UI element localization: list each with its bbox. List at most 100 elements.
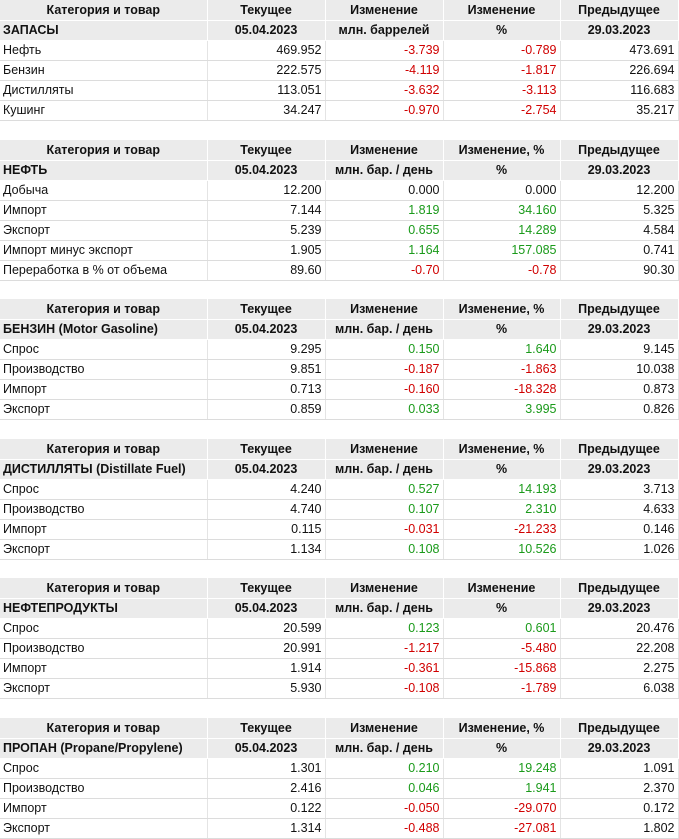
value-cell: 5.325 — [560, 200, 679, 221]
data-row: Импорт 0.115 -0.031 -21.233 0.146 — [0, 519, 679, 540]
value-cell: -0.108 — [325, 678, 444, 699]
value-cell: -29.070 — [443, 798, 561, 819]
value-cell: 7.144 — [207, 200, 326, 221]
value-cell: 0.108 — [325, 539, 444, 560]
section-header: 29.03.2023 — [560, 738, 679, 759]
section-header: % — [443, 459, 561, 480]
section-header: млн. баррелей — [325, 20, 444, 41]
section-header: ПРОПАН (Propane/Propylene) — [0, 738, 208, 759]
section-header: млн. бар. / день — [325, 459, 444, 480]
data-row: Спрос 9.295 0.150 1.640 9.145 — [0, 339, 679, 360]
value-cell: 34.160 — [443, 200, 561, 221]
value-cell: -1.817 — [443, 60, 561, 81]
value-cell: 10.038 — [560, 359, 679, 380]
data-row: Нефть 469.952 -3.739 -0.789 473.691 — [0, 40, 679, 61]
column-header: Изменение, % — [443, 439, 561, 460]
data-row: Импорт 0.122 -0.050 -29.070 0.172 — [0, 798, 679, 819]
value-cell: 0.826 — [560, 399, 679, 420]
row-label: Экспорт — [0, 399, 208, 420]
row-label: Импорт — [0, 658, 208, 679]
data-row: Добыча 12.200 0.000 0.000 12.200 — [0, 180, 679, 201]
value-cell: -1.217 — [325, 638, 444, 659]
column-header: Текущее — [207, 140, 326, 161]
row-label: Импорт — [0, 200, 208, 221]
data-row: Производство 4.740 0.107 2.310 4.633 — [0, 499, 679, 520]
value-cell: 0.000 — [443, 180, 561, 201]
value-cell: -4.119 — [325, 60, 444, 81]
data-table: Категория и товар Текущее Изменение Изменен… — [0, 0, 679, 121]
row-label: Спрос — [0, 618, 208, 639]
data-row: Производство 20.991 -1.217 -5.480 22.208 — [0, 638, 679, 659]
value-cell: 222.575 — [207, 60, 326, 81]
row-label: Импорт минус экспорт — [0, 240, 208, 261]
column-header: Категория и товар — [0, 439, 208, 460]
value-cell: 10.526 — [443, 539, 561, 560]
value-cell: -0.050 — [325, 798, 444, 819]
value-cell: 2.370 — [560, 778, 679, 799]
column-header: Текущее — [207, 718, 326, 739]
section-header: % — [443, 160, 561, 181]
value-cell: 0.146 — [560, 519, 679, 540]
data-row: Экспорт 5.930 -0.108 -1.789 6.038 — [0, 678, 679, 699]
value-cell: 0.859 — [207, 399, 326, 420]
section-header: % — [443, 20, 561, 41]
value-cell: 0.172 — [560, 798, 679, 819]
column-header: Изменение, % — [443, 299, 561, 320]
value-cell: 20.599 — [207, 618, 326, 639]
value-cell: 5.930 — [207, 678, 326, 699]
header-row: Категория и товар Текущее Изменение Изменен… — [0, 578, 679, 599]
header-row: НЕФТЬ 05.04.2023 млн. бар. / день% 29.03.20… — [0, 160, 679, 181]
data-row: Переработка в % от объема 89.60 -0.70 -0.78… — [0, 260, 679, 281]
column-header: Предыдущее — [560, 718, 679, 739]
section-header: ЗАПАСЫ — [0, 20, 208, 41]
value-cell: 9.295 — [207, 339, 326, 360]
value-cell: 0.122 — [207, 798, 326, 819]
value-cell: -0.789 — [443, 40, 561, 61]
value-cell: 9.851 — [207, 359, 326, 380]
row-label: Производство — [0, 778, 208, 799]
value-cell: 0.033 — [325, 399, 444, 420]
column-header: Предыдущее — [560, 439, 679, 460]
value-cell: 2.275 — [560, 658, 679, 679]
row-label: Добыча — [0, 180, 208, 201]
value-cell: 0.046 — [325, 778, 444, 799]
value-cell: 14.289 — [443, 220, 561, 241]
column-header: Текущее — [207, 299, 326, 320]
value-cell: 22.208 — [560, 638, 679, 659]
data-row: Спрос 4.240 0.527 14.193 3.713 — [0, 479, 679, 500]
value-cell: 0.601 — [443, 618, 561, 639]
column-header: Предыдущее — [560, 140, 679, 161]
column-header: Изменение — [325, 718, 444, 739]
section-header: НЕФТЕПРОДУКТЫ — [0, 598, 208, 619]
header-row: Категория и товар Текущее Изменение Изменен… — [0, 718, 679, 739]
value-cell: 2.310 — [443, 499, 561, 520]
value-cell: 3.713 — [560, 479, 679, 500]
section-header: ДИСТИЛЛЯТЫ (Distillate Fuel) — [0, 459, 208, 480]
value-cell: 90.30 — [560, 260, 679, 281]
header-row: БЕНЗИН (Motor Gasoline) 05.04.2023 млн. ба… — [0, 319, 679, 340]
value-cell: 5.239 — [207, 220, 326, 241]
value-cell: 0.527 — [325, 479, 444, 500]
data-row: Экспорт 1.134 0.108 10.526 1.026 — [0, 539, 679, 560]
value-cell: 0.107 — [325, 499, 444, 520]
value-cell: -21.233 — [443, 519, 561, 540]
data-table: Категория и товар Текущее Изменение Изменен… — [0, 578, 679, 699]
column-header: Изменение, % — [443, 718, 561, 739]
row-label: Экспорт — [0, 818, 208, 839]
data-row: Дистилляты 113.051 -3.632 -3.113 116.683 — [0, 80, 679, 101]
section-header: % — [443, 319, 561, 340]
value-cell: -0.031 — [325, 519, 444, 540]
data-row: Бензин 222.575 -4.119 -1.817 226.694 — [0, 60, 679, 81]
column-header: Предыдущее — [560, 578, 679, 599]
value-cell: 0.741 — [560, 240, 679, 261]
data-row: Спрос 1.301 0.210 19.248 1.091 — [0, 758, 679, 779]
column-header: Текущее — [207, 0, 326, 21]
value-cell: 0.873 — [560, 379, 679, 400]
column-header: Изменение — [443, 0, 561, 21]
value-cell: 1.914 — [207, 658, 326, 679]
value-cell: 12.200 — [207, 180, 326, 201]
data-row: Производство 2.416 0.046 1.941 2.370 — [0, 778, 679, 799]
value-cell: 14.193 — [443, 479, 561, 500]
value-cell: -2.754 — [443, 100, 561, 121]
